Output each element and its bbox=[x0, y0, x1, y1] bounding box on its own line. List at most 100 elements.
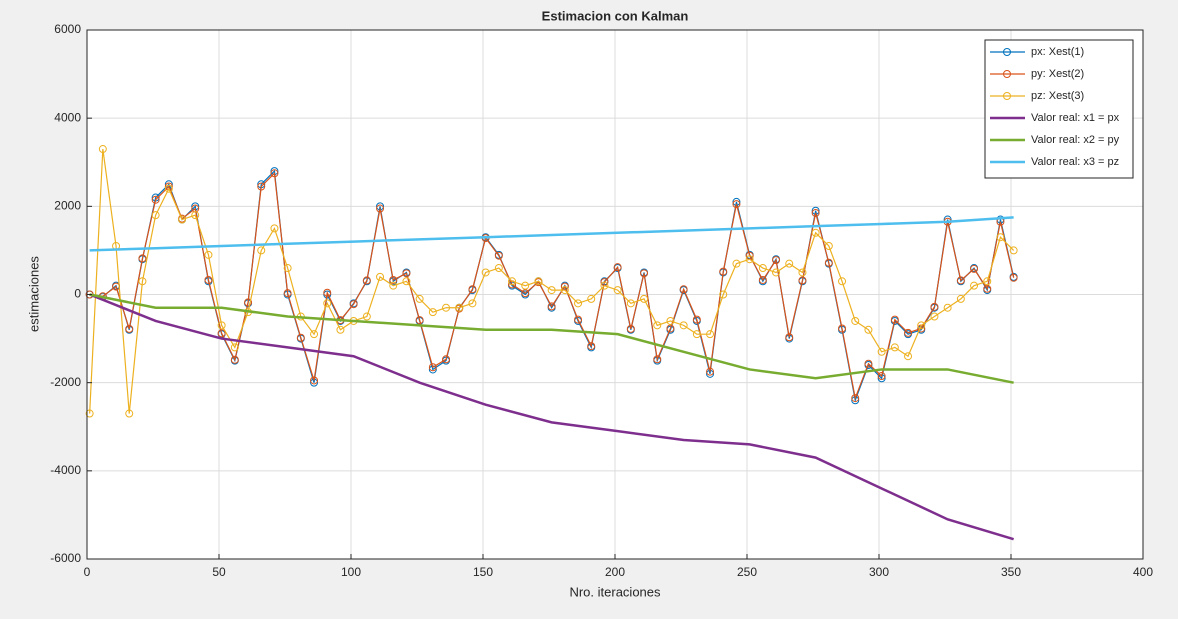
point-marker bbox=[376, 272, 385, 281]
point-marker bbox=[428, 363, 437, 372]
series-line bbox=[89, 171, 1015, 401]
point-marker bbox=[996, 233, 1005, 242]
y-tick-label: 6000 bbox=[54, 22, 81, 36]
point-marker bbox=[296, 333, 305, 342]
legend-marker bbox=[1003, 70, 1011, 78]
point-marker bbox=[666, 316, 675, 325]
point-marker bbox=[468, 285, 477, 294]
point-marker bbox=[824, 258, 833, 267]
point-marker bbox=[151, 211, 160, 220]
point-marker bbox=[494, 251, 503, 260]
point-marker bbox=[587, 342, 596, 351]
point-marker bbox=[890, 343, 899, 352]
point-marker bbox=[270, 224, 279, 233]
y-tick-label: -4000 bbox=[50, 463, 81, 477]
point-marker bbox=[204, 250, 213, 259]
point-marker bbox=[600, 281, 609, 290]
point-marker bbox=[138, 277, 147, 286]
series-line bbox=[89, 293, 1014, 541]
point-marker bbox=[402, 269, 411, 278]
legend-marker bbox=[1003, 48, 1011, 56]
point-marker bbox=[283, 264, 292, 273]
point-marker bbox=[613, 286, 622, 295]
point-marker bbox=[547, 286, 556, 295]
point-marker bbox=[838, 277, 847, 286]
point-marker bbox=[706, 367, 715, 376]
point-marker bbox=[785, 333, 794, 342]
legend-label: px: Xest(1) bbox=[1031, 46, 1084, 58]
point-marker bbox=[257, 246, 266, 255]
point-marker bbox=[653, 355, 662, 364]
x-tick-label: 400 bbox=[1133, 565, 1153, 579]
x-tick-label: 150 bbox=[473, 565, 493, 579]
point-marker bbox=[706, 330, 715, 339]
point-marker bbox=[389, 281, 398, 290]
point-marker bbox=[587, 294, 596, 303]
legend-label: py: Xest(2) bbox=[1031, 68, 1084, 80]
point-marker bbox=[851, 316, 860, 325]
point-marker bbox=[362, 276, 371, 285]
point-marker bbox=[547, 302, 556, 311]
point-marker bbox=[415, 316, 424, 325]
point-marker bbox=[481, 268, 490, 277]
point-marker bbox=[270, 169, 279, 178]
point-marker bbox=[230, 343, 239, 352]
point-marker bbox=[640, 294, 649, 303]
legend-label: Valor real: x3 = pz bbox=[1031, 156, 1119, 168]
point-marker bbox=[732, 259, 741, 268]
point-marker bbox=[85, 409, 94, 418]
x-tick-label: 300 bbox=[869, 565, 889, 579]
point-marker bbox=[983, 277, 992, 286]
point-marker bbox=[692, 330, 701, 339]
point-marker bbox=[772, 268, 781, 277]
point-marker bbox=[508, 277, 517, 286]
point-marker bbox=[890, 315, 899, 324]
point-marker bbox=[970, 281, 979, 290]
point-marker bbox=[626, 299, 635, 308]
point-marker bbox=[257, 182, 266, 191]
y-axis-label: estimaciones bbox=[26, 256, 41, 332]
point-marker bbox=[323, 288, 332, 297]
point-marker bbox=[930, 312, 939, 321]
y-tick-label: 4000 bbox=[54, 110, 81, 124]
point-marker bbox=[811, 228, 820, 237]
point-marker bbox=[798, 268, 807, 277]
point-marker bbox=[442, 303, 451, 312]
point-marker bbox=[785, 259, 794, 268]
point-marker bbox=[415, 294, 424, 303]
y-tick-label: -2000 bbox=[50, 375, 81, 389]
x-tick-label: 200 bbox=[605, 565, 625, 579]
point-marker bbox=[362, 312, 371, 321]
y-tick-label: 0 bbox=[74, 287, 81, 301]
point-marker bbox=[217, 321, 226, 330]
point-marker bbox=[98, 145, 107, 154]
point-marker bbox=[560, 286, 569, 295]
point-marker bbox=[798, 276, 807, 285]
point-marker bbox=[864, 325, 873, 334]
point-marker bbox=[244, 298, 253, 307]
point-marker bbox=[864, 359, 873, 368]
point-marker bbox=[772, 256, 781, 265]
point-marker bbox=[151, 195, 160, 204]
point-marker bbox=[376, 204, 385, 213]
point-marker bbox=[758, 264, 767, 273]
point-marker bbox=[230, 355, 239, 364]
point-marker bbox=[468, 299, 477, 308]
point-marker bbox=[178, 215, 187, 224]
point-marker bbox=[217, 329, 226, 338]
chart-title: Estimacion con Kalman bbox=[542, 8, 689, 23]
point-marker bbox=[336, 325, 345, 334]
point-marker bbox=[877, 372, 886, 381]
y-tick-label: 2000 bbox=[54, 199, 81, 213]
point-marker bbox=[204, 275, 213, 284]
x-axis-label: Nro. iteraciones bbox=[569, 584, 661, 599]
point-marker bbox=[402, 277, 411, 286]
point-marker bbox=[970, 264, 979, 273]
point-marker bbox=[310, 330, 319, 339]
point-marker bbox=[904, 328, 913, 337]
point-marker bbox=[851, 394, 860, 403]
point-marker bbox=[732, 200, 741, 209]
point-marker bbox=[349, 300, 358, 309]
point-marker bbox=[956, 294, 965, 303]
